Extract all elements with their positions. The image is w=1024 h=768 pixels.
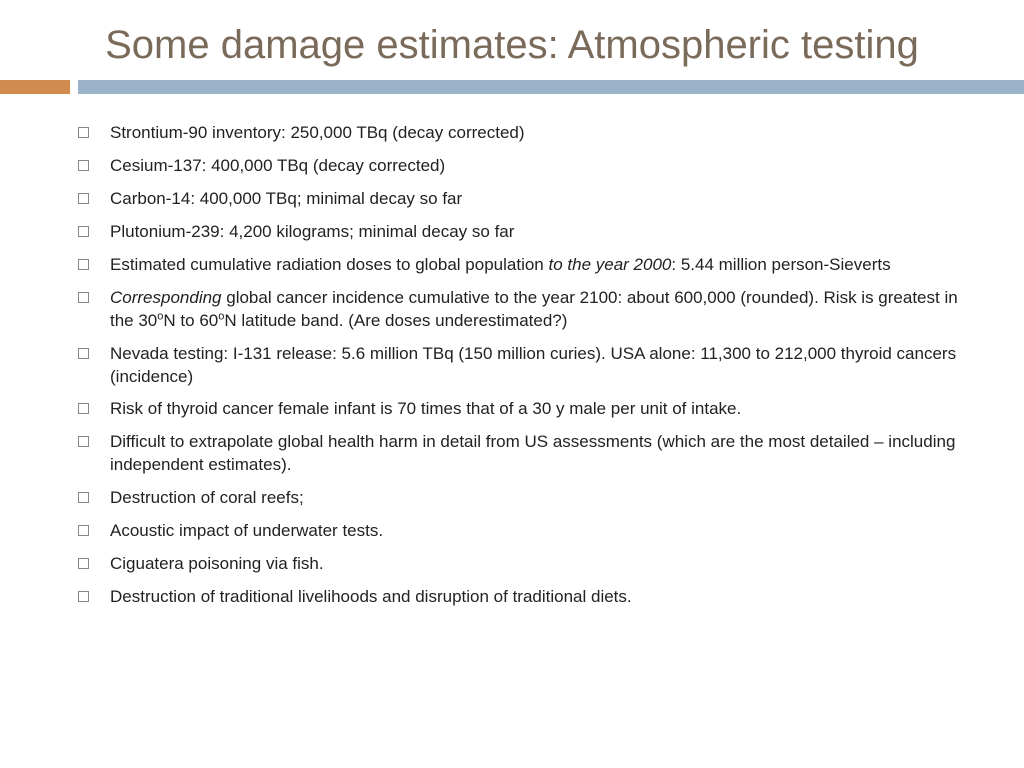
content-area: Strontium-90 inventory: 250,000 TBq (dec… [0,122,1024,609]
slide-title: Some damage estimates: Atmospheric testi… [0,0,1024,80]
divider-row [0,80,1024,94]
divider-blue [78,80,1024,94]
list-item: Strontium-90 inventory: 250,000 TBq (dec… [78,122,964,145]
list-item: Estimated cumulative radiation doses to … [78,254,964,277]
bullet-text: Destruction of traditional livelihoods a… [110,587,632,606]
bullet-text: : 5.44 million person-Sieverts [671,255,890,274]
bullet-text: Strontium-90 inventory: 250,000 TBq (dec… [110,123,525,142]
list-item: Risk of thyroid cancer female infant is … [78,398,964,421]
list-item: Ciguatera poisoning via fish. [78,553,964,576]
divider-gap [70,80,78,94]
list-item: Acoustic impact of underwater tests. [78,520,964,543]
list-item: Cesium-137: 400,000 TBq (decay corrected… [78,155,964,178]
bullet-text: Estimated cumulative radiation doses to … [110,255,549,274]
bullet-text: Carbon-14: 400,000 TBq; minimal decay so… [110,189,462,208]
bullet-text: Cesium-137: 400,000 TBq (decay corrected… [110,156,445,175]
bullet-italic: Corresponding [110,288,222,307]
bullet-text: N to 60 [163,311,218,330]
bullet-list: Strontium-90 inventory: 250,000 TBq (dec… [78,122,964,609]
bullet-text: Plutonium-239: 4,200 kilograms; minimal … [110,222,514,241]
slide-container: Some damage estimates: Atmospheric testi… [0,0,1024,768]
bullet-text: Nevada testing: I-131 release: 5.6 milli… [110,344,956,386]
bullet-text: N latitude band. (Are doses underestimat… [224,311,567,330]
divider-orange [0,80,70,94]
list-item: Nevada testing: I-131 release: 5.6 milli… [78,343,964,389]
list-item: Plutonium-239: 4,200 kilograms; minimal … [78,221,964,244]
bullet-text: Acoustic impact of underwater tests. [110,521,383,540]
bullet-text: Risk of thyroid cancer female infant is … [110,399,741,418]
list-item: Destruction of traditional livelihoods a… [78,586,964,609]
list-item: Difficult to extrapolate global health h… [78,431,964,477]
bullet-text: Ciguatera poisoning via fish. [110,554,324,573]
list-item: Carbon-14: 400,000 TBq; minimal decay so… [78,188,964,211]
list-item: Corresponding global cancer incidence cu… [78,287,964,333]
bullet-text: Difficult to extrapolate global health h… [110,432,955,474]
list-item: Destruction of coral reefs; [78,487,964,510]
bullet-text: Destruction of coral reefs; [110,488,304,507]
bullet-italic: to the year 2000 [549,255,672,274]
